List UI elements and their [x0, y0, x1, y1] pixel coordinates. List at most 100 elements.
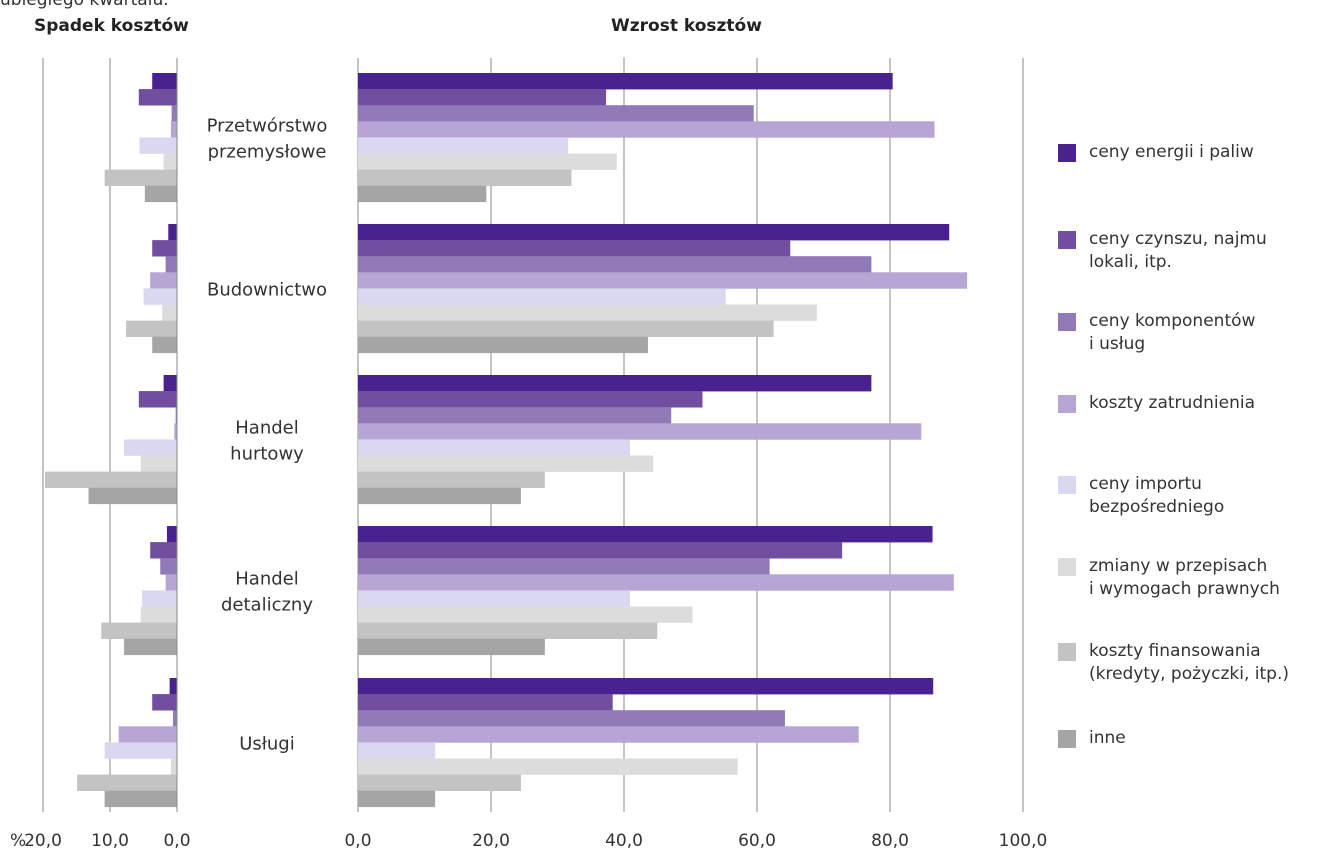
right-bar — [358, 423, 922, 440]
right-bar — [358, 105, 754, 122]
left-bar — [174, 423, 177, 440]
right-bar — [358, 471, 545, 488]
right-bar — [358, 73, 893, 90]
left-bar — [170, 758, 177, 775]
left-bar — [152, 73, 177, 90]
left-bar — [126, 320, 177, 337]
right-bar — [358, 758, 738, 775]
legend-item: inne — [1058, 727, 1126, 750]
right-bar — [358, 790, 436, 808]
legend-swatch — [1058, 643, 1076, 661]
left-bar — [45, 471, 178, 488]
legend-swatch — [1058, 313, 1076, 331]
left-tick-label: 20,0 — [24, 831, 62, 851]
right-bar — [358, 407, 672, 424]
left-bar — [163, 153, 177, 170]
left-bar — [138, 391, 177, 408]
right-tick-label: 0,0 — [344, 831, 371, 851]
legend-swatch — [1058, 144, 1076, 162]
left-bar — [77, 774, 177, 791]
right-bar — [358, 542, 843, 559]
legend-label: koszty finansowania (kredyty, pożyczki, … — [1089, 641, 1289, 684]
left-bar — [118, 726, 177, 743]
right-tick-label: 20,0 — [472, 831, 510, 851]
right-bar — [358, 89, 607, 106]
left-bar — [88, 487, 177, 505]
right-bar — [358, 742, 436, 759]
right-bar — [358, 256, 872, 273]
left-bar — [150, 272, 177, 289]
left-panel-title: Spadek kosztów — [34, 16, 189, 36]
top-text-fragment: ubiegłego kwartału. — [0, 0, 169, 10]
category-label: Handel hurtowy — [230, 417, 304, 464]
legend-item: ceny importu bezpośredniego — [1058, 473, 1224, 519]
left-bar — [170, 121, 177, 138]
right-bar — [358, 774, 521, 791]
legend-item: koszty finansowania (kredyty, pożyczki, … — [1058, 640, 1289, 686]
category-label: Przetwórstwo przemysłowe — [207, 115, 328, 162]
right-bar — [358, 336, 648, 354]
legend-item: zmiany w przepisach i wymogach prawnych — [1058, 555, 1280, 601]
legend-item: ceny energii i paliw — [1058, 141, 1254, 164]
left-bar — [104, 742, 177, 759]
left-bar — [101, 622, 177, 639]
right-bar — [358, 137, 569, 154]
right-bar — [358, 391, 703, 408]
legend-item: koszty zatrudnienia — [1058, 392, 1255, 415]
right-bar — [358, 606, 693, 623]
left-bar — [142, 590, 177, 607]
left-bar — [165, 256, 177, 273]
left-unit-label: % — [10, 831, 26, 851]
right-bar — [358, 153, 617, 170]
legend-swatch — [1058, 730, 1076, 748]
right-bar — [358, 590, 630, 607]
legend-label: ceny komponentów i usług — [1089, 311, 1256, 354]
left-bar — [152, 240, 177, 257]
left-tick-label: 10,0 — [91, 831, 129, 851]
right-bar — [358, 272, 968, 289]
right-bar — [358, 487, 521, 505]
right-bar — [358, 304, 817, 321]
legend-label: koszty zatrudnienia — [1089, 393, 1255, 413]
category-label: Handel detaliczny — [221, 568, 313, 615]
right-tick-label: 100,0 — [999, 831, 1048, 851]
right-bar — [358, 622, 658, 639]
right-bar — [358, 558, 770, 575]
left-bar — [104, 790, 177, 808]
left-bar — [144, 185, 177, 203]
right-tick-label: 60,0 — [738, 831, 776, 851]
legend-label: ceny importu bezpośredniego — [1089, 474, 1225, 517]
right-bar — [358, 678, 934, 695]
right-bar — [358, 240, 791, 257]
right-bar — [358, 726, 859, 743]
category-label: Usługi — [239, 733, 295, 754]
right-bar — [358, 320, 774, 337]
right-panel-title: Wzrost kosztów — [611, 16, 762, 36]
left-bar — [175, 407, 177, 424]
bar-chart: Przetwórstwo przemysłowe Budownictwo Handel… — [10, 58, 1048, 851]
left-bar — [143, 288, 177, 305]
right-bar — [358, 455, 654, 472]
left-bar — [152, 694, 177, 711]
legend-item: ceny czynszu, najmu lokali, itp. — [1058, 228, 1267, 274]
left-bar — [104, 169, 177, 186]
legend-label: inne — [1089, 728, 1126, 748]
right-bar — [358, 121, 935, 138]
left-bar — [166, 526, 177, 543]
left-bar — [150, 542, 177, 559]
left-bar — [124, 638, 177, 656]
right-bar — [358, 526, 933, 543]
legend-swatch — [1058, 558, 1076, 576]
right-bar — [358, 375, 872, 392]
left-bar — [165, 574, 177, 591]
right-bar — [358, 288, 726, 305]
category-label: Budownictwo — [207, 279, 327, 300]
legend-swatch — [1058, 476, 1076, 494]
right-tick-label: 40,0 — [605, 831, 643, 851]
left-bar — [171, 105, 177, 122]
legend-swatch — [1058, 231, 1076, 249]
right-bar — [358, 710, 785, 727]
legend-item: ceny komponentów i usług — [1058, 310, 1255, 356]
left-bar — [162, 304, 177, 321]
legend-swatch — [1058, 395, 1076, 413]
